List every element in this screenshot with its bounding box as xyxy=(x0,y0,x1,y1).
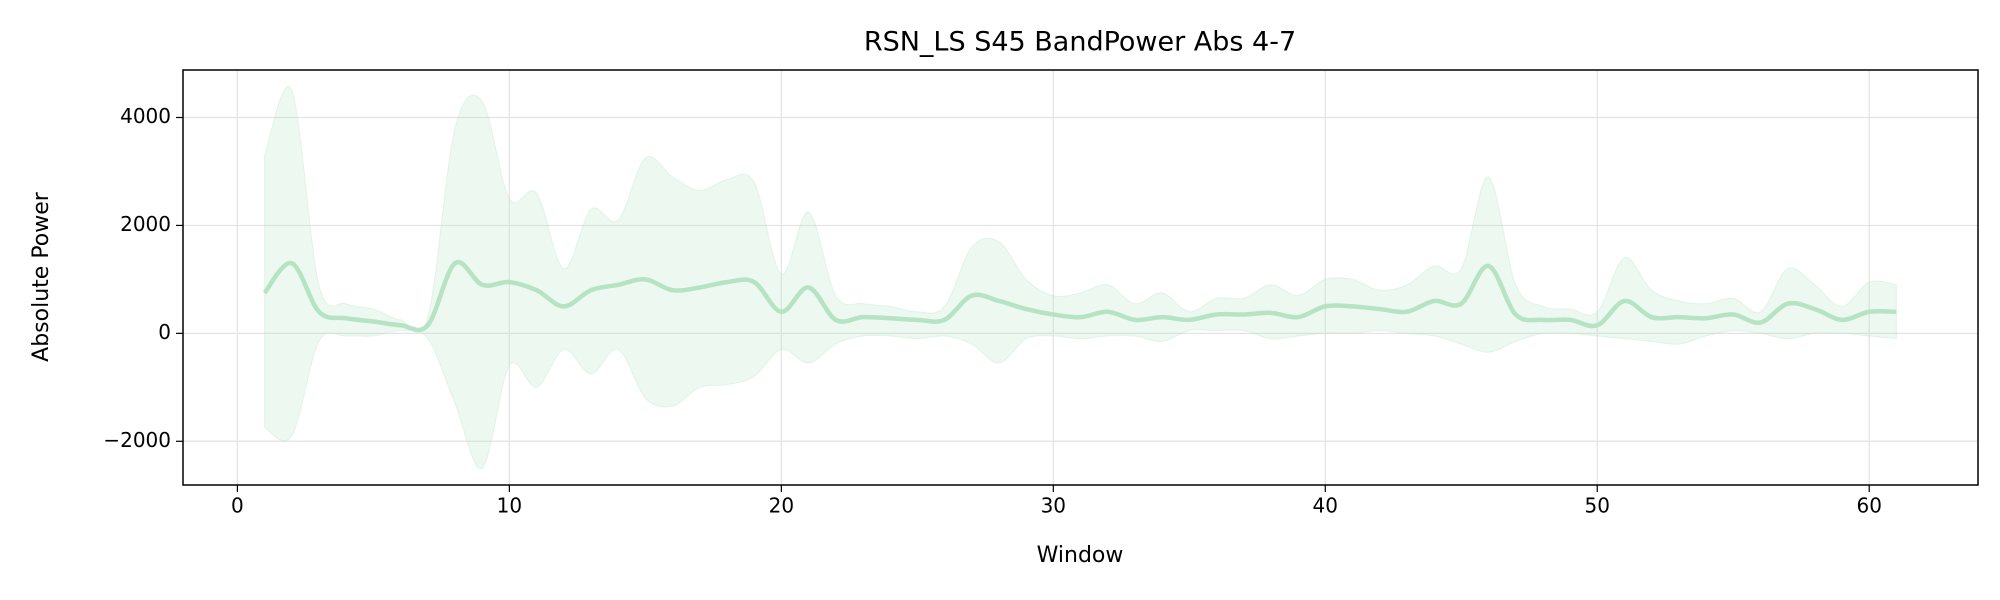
x-tick-label: 50 xyxy=(1585,494,1610,518)
y-tick-label: 2000 xyxy=(120,212,171,236)
y-axis-label: Absolute Power xyxy=(29,191,54,362)
chart-title: RSN_LS S45 BandPower Abs 4-7 xyxy=(864,27,1296,58)
x-tick-label: 30 xyxy=(1041,494,1066,518)
x-tick-label: 0 xyxy=(231,494,244,518)
x-tick-label: 40 xyxy=(1313,494,1338,518)
plot-frame xyxy=(182,69,1979,486)
x-tick-label: 10 xyxy=(497,494,522,518)
band-area xyxy=(264,86,1897,470)
mean-line xyxy=(262,259,1897,333)
y-tick-label: 0 xyxy=(158,320,171,344)
y-tick-label: −2000 xyxy=(103,428,171,452)
x-axis-label: Window xyxy=(1037,543,1124,568)
x-tick-label: 60 xyxy=(1856,494,1881,518)
x-tick-label: 20 xyxy=(769,494,794,518)
y-tick-label: 4000 xyxy=(120,104,171,128)
